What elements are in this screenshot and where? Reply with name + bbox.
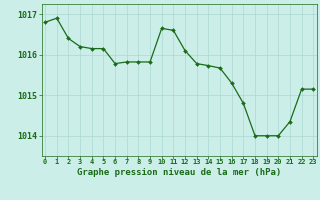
X-axis label: Graphe pression niveau de la mer (hPa): Graphe pression niveau de la mer (hPa)	[77, 168, 281, 177]
